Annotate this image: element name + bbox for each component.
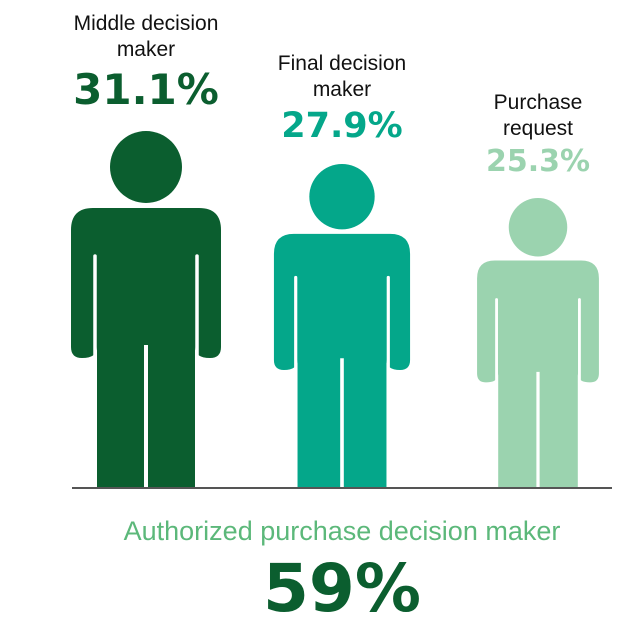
category-label: maker — [313, 78, 371, 101]
person-body — [477, 260, 599, 488]
person-head — [309, 164, 375, 230]
person-figure — [71, 131, 221, 488]
category-label: maker — [117, 38, 175, 61]
summary-value: 59% — [263, 550, 421, 619]
person-figures — [71, 131, 599, 488]
person-body — [71, 208, 221, 488]
summary-label: Authorized purchase decision maker — [124, 516, 561, 546]
person-head — [110, 131, 182, 203]
person-body — [273, 233, 411, 488]
value-label: 31.1% — [73, 65, 219, 114]
category-labels: 31.1% Middle decision maker 27.9% Final deci… — [73, 12, 590, 179]
value-label: 25.3% — [486, 144, 590, 179]
value-label: 27.9% — [281, 106, 402, 146]
category-label: Middle decision — [74, 12, 219, 35]
category-label: request — [503, 117, 573, 140]
person-head — [508, 198, 568, 257]
person-figure — [477, 198, 599, 488]
category-label: Final decision — [278, 52, 406, 75]
person-figure — [273, 164, 411, 488]
category-label: Purchase — [494, 91, 583, 114]
